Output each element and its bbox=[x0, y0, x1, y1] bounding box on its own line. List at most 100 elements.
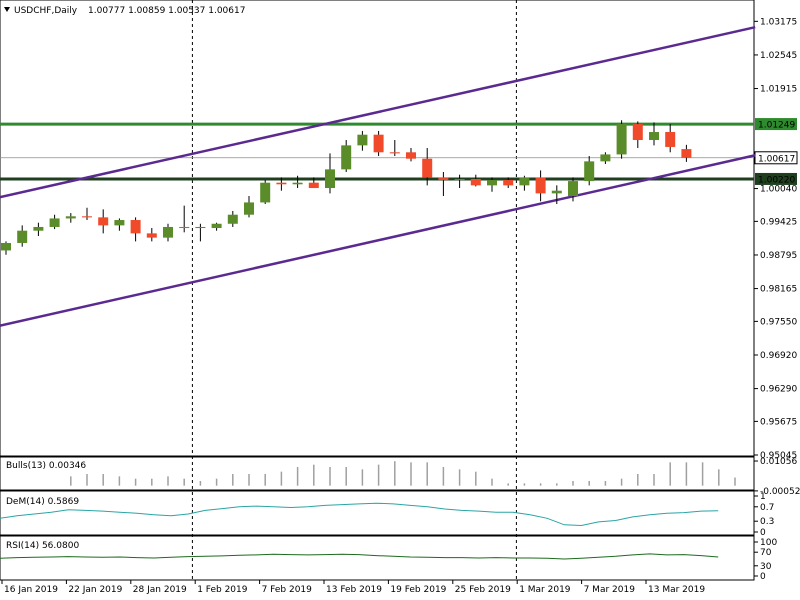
candle-bear bbox=[665, 132, 676, 147]
rsi-pane[interactable] bbox=[0, 535, 755, 581]
candle-bull bbox=[357, 134, 368, 146]
rsi-tick-label: 100 bbox=[760, 538, 777, 548]
candle-bull bbox=[244, 202, 254, 215]
price-tick-label: 1.00040 bbox=[760, 185, 797, 195]
chart-ohlc: 1.00777 1.00859 1.00537 1.00617 bbox=[88, 6, 245, 16]
dem-title: DeM(14) 0.5869 bbox=[6, 497, 79, 507]
candle-bull bbox=[33, 226, 44, 231]
dem-tick-label: 1 bbox=[760, 492, 766, 502]
dem-line bbox=[0, 502, 719, 527]
candle-bull bbox=[163, 226, 173, 238]
rsi-line bbox=[0, 553, 719, 560]
candle-bear bbox=[98, 217, 109, 226]
price-tick-label: 1.02545 bbox=[760, 51, 797, 61]
current-label: 1.00617 bbox=[758, 154, 795, 164]
date-tick-label: 1 Feb 2019 bbox=[197, 585, 248, 595]
price-tick-label: 1.01915 bbox=[760, 85, 797, 95]
candle-bear bbox=[406, 152, 416, 159]
date-tick-label: 13 Mar 2019 bbox=[648, 585, 705, 595]
date-tick-label: 22 Jan 2019 bbox=[68, 585, 122, 595]
candle-bull bbox=[568, 181, 578, 197]
candle-bull bbox=[519, 177, 530, 186]
dem-tick-label: 0.3 bbox=[760, 517, 774, 527]
candle-bull bbox=[487, 180, 497, 186]
date-tick-label: 16 Jan 2019 bbox=[4, 585, 58, 595]
candle-bear bbox=[82, 216, 92, 218]
date-tick-label: 7 Mar 2019 bbox=[584, 585, 636, 595]
resistance-tag bbox=[755, 118, 797, 131]
chart-symbol: USDCHF,Daily bbox=[14, 6, 78, 16]
price-tick-label: 0.97550 bbox=[760, 317, 797, 327]
upper-channel-line[interactable] bbox=[0, 25, 756, 199]
candle-bear bbox=[503, 180, 514, 186]
bulls-histogram: 0.01056 -0.00052 bbox=[70, 457, 800, 497]
date-axis: 16 Jan 2019 22 Jan 2019 28 Jan 2019 1 Feb 2… bbox=[1, 580, 705, 595]
candle-bull bbox=[649, 132, 659, 141]
candle-bear bbox=[681, 149, 692, 158]
price-tick-label: 0.96920 bbox=[760, 351, 797, 361]
candle-bear bbox=[422, 158, 433, 178]
candle-bull bbox=[211, 223, 222, 229]
horizontal-levels[interactable]: 1.01249 1.00220 1.00617 bbox=[0, 118, 798, 185]
candle-bull bbox=[454, 178, 465, 181]
candle-bear bbox=[146, 233, 157, 238]
candlesticks bbox=[1, 120, 692, 255]
candle-bull bbox=[49, 218, 60, 227]
date-tick-label: 28 Jan 2019 bbox=[133, 585, 187, 595]
price-tick-label: 0.98795 bbox=[760, 251, 797, 261]
price-tick-label: 0.99425 bbox=[760, 217, 797, 227]
rsi-tick-label: 30 bbox=[760, 562, 772, 572]
date-tick-label: 19 Feb 2019 bbox=[390, 585, 446, 595]
lower-channel-line[interactable] bbox=[0, 154, 756, 327]
candle-bull bbox=[551, 190, 562, 194]
candle-bull bbox=[341, 145, 352, 170]
date-tick-label: 7 Feb 2019 bbox=[262, 585, 313, 595]
date-tick-label: 1 Mar 2019 bbox=[519, 585, 571, 595]
candle-bear bbox=[389, 152, 400, 154]
candle-bear bbox=[276, 182, 287, 185]
support-label: 1.00220 bbox=[758, 175, 795, 185]
dem-tick-label: 0 bbox=[760, 528, 766, 538]
price-tick-label: 1.03175 bbox=[760, 17, 797, 27]
candle-bear bbox=[438, 177, 449, 181]
rsi-tick-label: 70 bbox=[760, 548, 772, 558]
rsi-title: RSI(14) 56.0800 bbox=[6, 541, 79, 551]
candle-bull bbox=[65, 216, 76, 219]
dropdown-triangle-icon[interactable] bbox=[4, 7, 10, 12]
bulls-tick-label: 0.01056 bbox=[760, 457, 797, 467]
candle-bear bbox=[535, 177, 546, 194]
candle-bear bbox=[632, 124, 643, 141]
candle-bear bbox=[179, 226, 190, 229]
price-tick-label: 0.95045 bbox=[760, 451, 797, 461]
candle-bear bbox=[130, 220, 141, 234]
candle-bear bbox=[308, 182, 319, 189]
price-tick-label: 0.98165 bbox=[760, 285, 797, 295]
candle-bull bbox=[195, 226, 206, 229]
rsi-tick-label: 0 bbox=[760, 572, 766, 582]
candle-bull bbox=[600, 154, 611, 162]
price-axis-ticks: 1.03175 1.02545 1.01915 1.00040 0.99425 0.987… bbox=[754, 17, 797, 461]
support-tag bbox=[755, 172, 797, 185]
candle-bull bbox=[114, 220, 125, 226]
candle-bear bbox=[470, 178, 481, 186]
candle-bear bbox=[373, 134, 384, 153]
candle-bull bbox=[584, 161, 595, 182]
dem-tick-label: 0.7 bbox=[760, 503, 774, 513]
resistance-label: 1.01249 bbox=[758, 121, 795, 131]
price-channel[interactable] bbox=[0, 25, 756, 327]
dem-indicator: 10.7 0.30 bbox=[0, 492, 774, 538]
candle-bull bbox=[1, 242, 11, 251]
candle-bull bbox=[616, 124, 627, 155]
price-pane[interactable] bbox=[0, 0, 755, 457]
bulls-tick-label: -0.00052 bbox=[760, 487, 800, 497]
grid-vlines bbox=[191, 0, 517, 580]
candle-bull bbox=[227, 214, 238, 224]
price-tick-label: 0.96290 bbox=[760, 385, 797, 395]
candle-bull bbox=[292, 182, 303, 185]
current-price-tag bbox=[754, 151, 798, 165]
dem-pane[interactable] bbox=[0, 490, 755, 536]
candle-bull bbox=[17, 230, 28, 243]
bulls-pane[interactable] bbox=[0, 456, 755, 491]
